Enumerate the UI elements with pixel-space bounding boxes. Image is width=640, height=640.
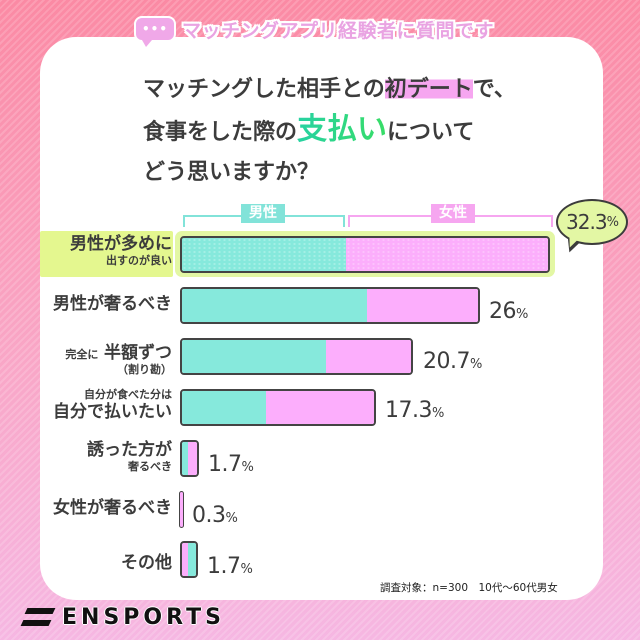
bar-row-6 <box>179 491 184 528</box>
bar-segment-female <box>179 491 184 528</box>
bar-segment-female <box>266 391 374 424</box>
value-label-4: 17.3% <box>385 398 444 423</box>
row1-label-highlight <box>40 231 173 277</box>
value-callout-1: 32.3% <box>556 199 628 245</box>
survey-badge: ••• マッチングアプリ経験者に質問です <box>134 14 495 47</box>
value-label-6: 0.3% <box>192 503 238 528</box>
row-label-7: その他 <box>121 553 172 573</box>
ensports-logo: ENSPORTS <box>20 605 225 630</box>
value-label-2: 26% <box>489 299 528 324</box>
bar-segment-male <box>182 238 346 271</box>
bar-segment-male <box>182 391 266 424</box>
highlight-payment: 支払い <box>297 112 388 147</box>
bar-segment-male <box>182 442 188 475</box>
value-label-5: 1.7% <box>208 452 254 477</box>
title-line-2: 食事をした際の支払いについて <box>143 112 475 147</box>
value-label-7: 1.7% <box>207 554 253 579</box>
row-label-2: 男性が奢るべき <box>53 294 172 314</box>
row-label-6: 女性が奢るべき <box>53 498 172 518</box>
value-label-3: 20.7% <box>423 349 482 374</box>
title-line-1: マッチングした相手との初デートで、 <box>143 77 516 102</box>
bar-segment-male <box>188 543 196 576</box>
question-title: マッチングした相手との初デートで、 食事をした際の支払いについて どう思いますか… <box>143 70 543 193</box>
bar-segment-female <box>188 442 197 475</box>
bar-row-4 <box>180 389 376 426</box>
bar-row-3 <box>180 338 413 375</box>
chat-bubble-icon: ••• <box>134 16 176 47</box>
badge-text: マッチングアプリ経験者に質問です <box>182 19 495 42</box>
bar-segment-male <box>182 289 367 322</box>
bar-segment-female <box>346 238 548 271</box>
row-label-3: 完全に 半額ずつ （割り勘） <box>65 343 172 376</box>
survey-footnote: 調査対象：n=300 10代〜60代男女 <box>380 582 558 594</box>
legend-male-label: 男性 <box>241 204 285 223</box>
logo-text: ENSPORTS <box>62 605 225 630</box>
bar-segment-female <box>367 289 478 322</box>
highlight-first-date: 初デート <box>384 77 473 102</box>
bar-row-7 <box>180 541 198 578</box>
ensports-logo-icon <box>20 608 56 627</box>
row-label-5: 誘った方が 奢るべき <box>87 440 172 473</box>
bar-segment-female <box>326 340 411 373</box>
row-label-4: 自分が食べた分は 自分で払いたい <box>53 388 172 422</box>
legend-female-label: 女性 <box>431 204 475 223</box>
title-line-3: どう思いますか？ <box>143 160 320 185</box>
bar-row-2 <box>180 287 480 324</box>
bar-segment-male <box>182 340 326 373</box>
bar-row-5 <box>180 440 199 477</box>
row-label-1: 男性が多めに 出すのが良い <box>70 234 172 267</box>
bar-row-1 <box>180 236 550 273</box>
bar-segment-female <box>182 543 188 576</box>
